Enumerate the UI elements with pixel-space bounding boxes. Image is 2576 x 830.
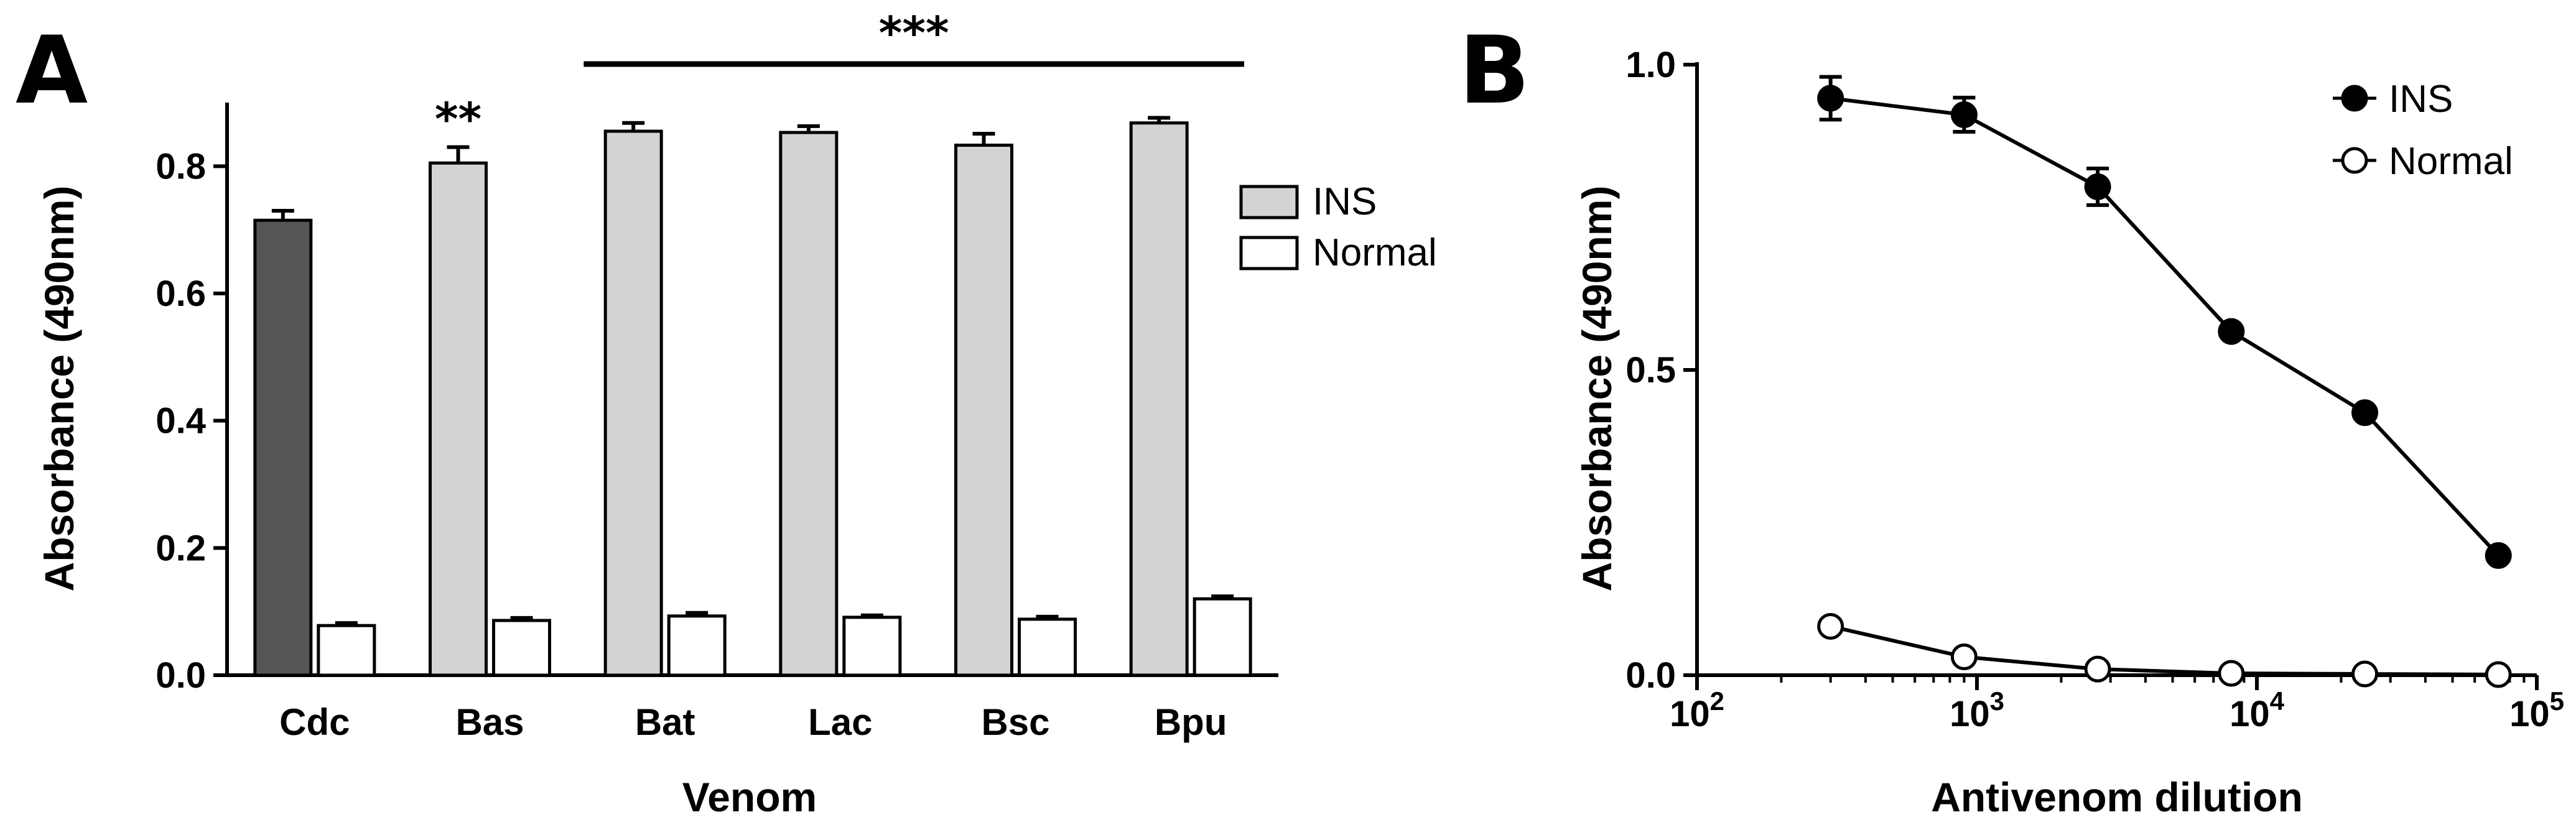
panel-a-letter: A [16,17,88,125]
legend-label-ins: INS [2389,78,2453,121]
panel-b-y-tick-label: 1.0 [1625,45,1676,85]
panel-a-x-tick-label: Bpu [1155,701,1227,743]
point-ins [2351,399,2379,427]
bar-ins-lac [779,131,839,677]
errorbar-ins-lac [797,124,820,133]
point-ins [1950,101,1978,129]
panel-a-y-tick-label: 0.2 [156,528,206,568]
errorbar-normal-bpu [1211,594,1234,599]
errorbar-ins-cdc [271,208,294,221]
panel-b-y-axis-title: Absorbance (490nm) [1574,186,1620,592]
point-normal [2351,660,2379,688]
legend-marker-normal [2341,147,2368,174]
legend-label-normal: Normal [2389,140,2513,183]
bar-ins-bat [603,129,663,677]
panel-a-x-tick-label: Bat [635,701,695,743]
point-ins [1817,85,1844,112]
point-normal [1950,643,1978,671]
errorbar-ins-bat [622,121,645,132]
panel-b-x-axis-title: Antivenom dilution [1931,774,2303,820]
bar-normal-bat [667,614,727,677]
bar-normal-bas [492,619,551,677]
panel-b-y-tick-label: 0.0 [1625,655,1676,696]
significance-marker: *** [879,7,949,59]
errorbar-normal-bas [510,616,533,620]
errorbar-ins-bpu [1148,116,1171,123]
panel-a-x-tick-label: Lac [808,701,872,743]
bar-ins-bsc [954,144,1013,677]
errorbar-ins-bsc [972,132,995,145]
point-ins [2084,173,2111,200]
point-normal [2084,655,2111,683]
legend-swatch-normal [1239,236,1299,270]
panel-a-y-tick-label: 0.8 [156,146,206,187]
point-ins [2218,318,2245,345]
panel-a-y-axis-title: Absorbance (490nm) [36,186,82,592]
bar-ins-bpu [1129,121,1189,677]
point-normal [2485,661,2512,688]
errorbar-normal-cdc [335,621,358,626]
point-normal [2218,660,2245,687]
legend-marker-ins [2341,85,2368,112]
panel-b-x-tick-label: 102 [1670,686,1724,734]
bar-ins-cdc [253,218,313,677]
errorbar-normal-bat [686,611,709,616]
errorbar-normal-lac [860,613,883,617]
legend-swatch-ins [1239,185,1299,219]
significance-marker: ** [435,93,481,145]
point-ins [2485,542,2512,569]
panel-a-x-tick-label: Bsc [981,701,1049,743]
panel-b-y-tick-label: 0.5 [1625,350,1676,390]
series-line-ins [1830,96,2500,557]
point-normal [1817,612,1844,640]
panel-a-y-tick-label: 0.6 [156,274,206,314]
bar-normal-bpu [1193,597,1252,677]
bar-normal-lac [842,616,902,677]
panel-b-letter: B [1459,17,1530,125]
panel-b-x-tick-label: 104 [2230,686,2285,734]
panel-b-x-tick-label: 103 [1950,686,2004,734]
series-line-normal [1830,624,2499,677]
legend-label-normal: Normal [1313,231,1437,274]
bar-normal-bsc [1018,617,1077,677]
panel-a-y-tick-label: 0.0 [156,655,206,696]
legend-label-ins: INS [1313,180,1377,223]
panel-a-x-tick-label: Bas [455,701,524,743]
panel-a-y-tick-label: 0.4 [156,401,206,441]
panel-a-x-tick-label: Cdc [279,701,350,743]
bar-ins-bas [429,161,488,677]
panel-a-x-axis-title: Venom [682,774,817,820]
panel-b-x-tick-label: 105 [2509,686,2564,734]
errorbar-ins-bas [447,145,470,164]
bar-normal-cdc [317,624,376,677]
errorbar-normal-bsc [1036,614,1059,619]
